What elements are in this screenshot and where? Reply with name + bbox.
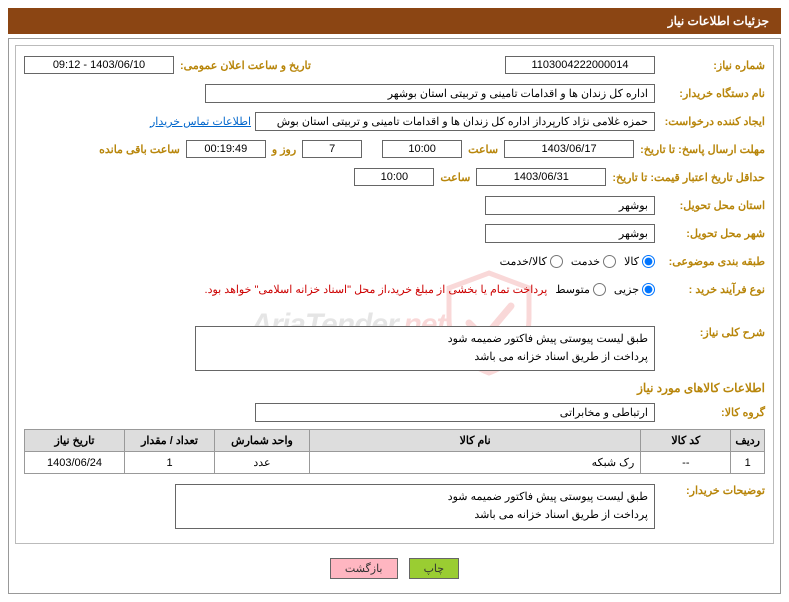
response-deadline-label: مهلت ارسال پاسخ: تا تاریخ: <box>634 143 765 156</box>
purchase-type-radio-group: جزیی متوسط <box>555 283 655 296</box>
radio-minor[interactable]: جزیی <box>614 283 655 296</box>
print-button[interactable]: چاپ <box>409 558 460 579</box>
buyer-notes-value: طبق لیست پیوستی پیش فاکتور ضمیمه شود پرد… <box>175 484 655 529</box>
price-validity-label: حداقل تاریخ اعتبار قیمت: تا تاریخ: <box>606 171 765 184</box>
goods-table: ردیف کد کالا نام کالا واحد شمارش تعداد /… <box>24 429 765 474</box>
buyer-notes-label: توضیحات خریدار: <box>655 484 765 497</box>
time-remain-value: 00:19:49 <box>186 140 266 158</box>
radio-goods[interactable]: کالا <box>624 255 655 268</box>
time-label-1: ساعت <box>462 143 504 156</box>
response-time-value: 10:00 <box>382 140 462 158</box>
purchase-type-label: نوع فرآیند خرید : <box>655 283 765 296</box>
main-panel: شماره نیاز: 1103004222000014 تاریخ و ساع… <box>8 38 781 594</box>
cell-code: -- <box>641 452 731 474</box>
table-row: 1 -- رک شبکه عدد 1 1403/06/24 <box>25 452 765 474</box>
valid-date-value: 1403/06/31 <box>476 168 606 186</box>
cell-date: 1403/06/24 <box>25 452 125 474</box>
radio-service[interactable]: خدمت <box>571 255 616 268</box>
cell-name: رک شبکه <box>310 452 641 474</box>
need-number-value: 1103004222000014 <box>505 56 655 74</box>
province-value: بوشهر <box>485 196 655 215</box>
time-remain-label: ساعت باقی مانده <box>93 143 186 156</box>
buyer-contact-link[interactable]: اطلاعات تماس خریدار <box>150 115 251 128</box>
cell-idx: 1 <box>731 452 765 474</box>
th-code: کد کالا <box>641 430 731 452</box>
treasury-note: پرداخت تمام یا بخشی از مبلغ خرید،از محل … <box>205 283 548 296</box>
cell-qty: 1 <box>125 452 215 474</box>
days-remain-value: 7 <box>302 140 362 158</box>
category-label: طبقه بندی موضوعی: <box>655 255 765 268</box>
back-button[interactable]: بازگشت <box>330 558 398 579</box>
need-desc-label: شرح کلی نیاز: <box>655 326 765 339</box>
city-label: شهر محل تحویل: <box>655 227 765 240</box>
th-unit: واحد شمارش <box>215 430 310 452</box>
need-number-label: شماره نیاز: <box>655 59 765 72</box>
radio-goods-service[interactable]: کالا/خدمت <box>500 255 563 268</box>
days-and-label: روز و <box>266 143 302 156</box>
need-desc-value: طبق لیست پیوستی پیش فاکتور ضمیمه شود پرد… <box>195 326 655 371</box>
th-row: ردیف <box>731 430 765 452</box>
city-value: بوشهر <box>485 224 655 243</box>
goods-section-title: اطلاعات کالاهای مورد نیاز <box>24 381 765 395</box>
province-label: استان محل تحویل: <box>655 199 765 212</box>
goods-group-value: ارتباطی و مخابراتی <box>255 403 655 422</box>
category-radio-group: کالا خدمت کالا/خدمت <box>500 255 655 268</box>
valid-time-value: 10:00 <box>354 168 434 186</box>
buyer-org-value: اداره کل زندان ها و اقدامات تامینی و ترب… <box>205 84 655 103</box>
requester-label: ایجاد کننده درخواست: <box>655 115 765 128</box>
response-date-value: 1403/06/17 <box>504 140 634 158</box>
goods-group-label: گروه کالا: <box>655 406 765 419</box>
details-section: شماره نیاز: 1103004222000014 تاریخ و ساع… <box>15 45 774 544</box>
requester-value: حمزه غلامی نژاد کارپرداز اداره کل زندان … <box>255 112 655 131</box>
button-row: چاپ بازگشت <box>15 550 774 587</box>
announce-date-value: 1403/06/10 - 09:12 <box>24 56 174 74</box>
buyer-org-label: نام دستگاه خریدار: <box>655 87 765 100</box>
announce-date-label: تاریخ و ساعت اعلان عمومی: <box>174 59 317 72</box>
th-date: تاریخ نیاز <box>25 430 125 452</box>
cell-unit: عدد <box>215 452 310 474</box>
time-label-2: ساعت <box>434 171 476 184</box>
radio-medium[interactable]: متوسط <box>555 283 606 296</box>
th-qty: تعداد / مقدار <box>125 430 215 452</box>
th-name: نام کالا <box>310 430 641 452</box>
table-header-row: ردیف کد کالا نام کالا واحد شمارش تعداد /… <box>25 430 765 452</box>
page-title: جزئیات اطلاعات نیاز <box>8 8 781 34</box>
